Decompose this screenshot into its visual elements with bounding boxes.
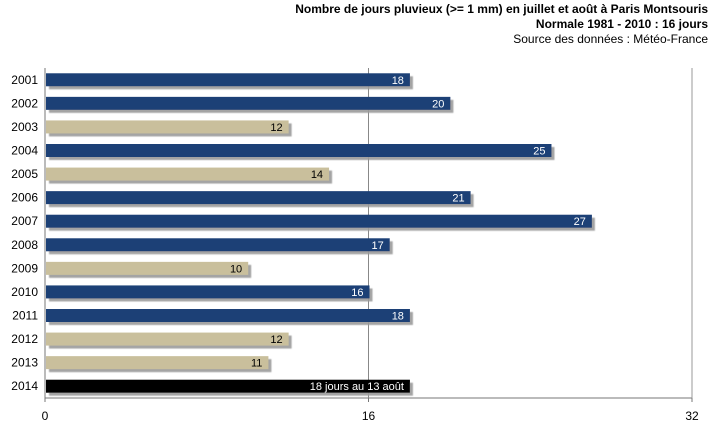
chart-subtitle: Normale 1981 - 2010 : 16 jours — [535, 17, 708, 31]
y-axis-labels: 2001 2002 2003 2004 2005 2006 2007 2008 2009 2010… — [11, 73, 38, 393]
bar-2013 — [46, 356, 269, 370]
x-tick-label-16: 16 — [362, 409, 376, 423]
bar-2009 — [46, 261, 249, 275]
bar-2006 — [46, 191, 471, 205]
bar-2008 — [46, 238, 390, 252]
bar-2010 — [46, 285, 370, 299]
y-tick-label-2002: 2002 — [11, 96, 38, 110]
y-tick-label-2014: 2014 — [11, 379, 38, 393]
bar-2003 — [46, 120, 289, 134]
bar-value-label-2014: 18 jours au 13 août — [310, 381, 404, 393]
y-tick-label-2006: 2006 — [11, 191, 38, 205]
x-tick-label-0: 0 — [42, 409, 49, 423]
bar-2014 — [46, 379, 410, 393]
y-tick-label-2001: 2001 — [11, 73, 38, 87]
bar-value-label-2012: 12 — [270, 334, 282, 346]
y-tick-label-2007: 2007 — [11, 214, 38, 228]
bars: 18 20 12 25 14 21 27 17 10 16 18 12 11 18 jours au 13… — [46, 73, 592, 393]
bar-2005 — [46, 167, 330, 181]
y-tick-label-2013: 2013 — [11, 356, 38, 370]
chart-title: Nombre de jours pluvieux (>= 1 mm) en ju… — [295, 2, 708, 16]
bar-value-label-2001: 18 — [392, 75, 404, 87]
bar-2004 — [46, 144, 552, 157]
x-axis-labels: 0 16 32 — [42, 398, 699, 423]
bar-value-label-2010: 16 — [351, 287, 363, 299]
bar-value-label-2009: 10 — [230, 263, 242, 275]
bar-value-label-2003: 12 — [270, 122, 282, 134]
x-tick-label-32: 32 — [685, 409, 699, 423]
chart-header: Nombre de jours pluvieux (>= 1 mm) en ju… — [295, 2, 708, 47]
bar-2002 — [46, 96, 451, 110]
y-tick-label-2003: 2003 — [11, 120, 38, 134]
bar-value-label-2002: 20 — [432, 98, 444, 110]
bar-value-label-2011: 18 — [392, 311, 404, 323]
bar-value-label-2004: 25 — [533, 146, 545, 158]
bar-2007 — [46, 214, 592, 228]
y-tick-label-2009: 2009 — [11, 261, 38, 275]
bar-value-label-2005: 14 — [311, 169, 323, 181]
y-tick-label-2005: 2005 — [11, 167, 38, 181]
bar-value-label-2007: 27 — [574, 216, 586, 228]
bar-2012 — [46, 332, 289, 346]
y-tick-label-2011: 2011 — [12, 309, 38, 323]
y-tick-label-2004: 2004 — [11, 144, 38, 158]
bar-2011 — [46, 309, 410, 322]
bar-value-label-2013: 11 — [251, 358, 262, 370]
bar-value-label-2006: 21 — [452, 193, 464, 205]
y-tick-label-2010: 2010 — [11, 285, 38, 299]
y-tick-label-2012: 2012 — [11, 332, 38, 346]
bar-value-label-2008: 17 — [371, 240, 383, 252]
y-tick-label-2008: 2008 — [11, 238, 38, 252]
chart-source: Source des données : Météo-France — [513, 32, 708, 46]
plot-frame — [44, 68, 693, 399]
bar-2001 — [46, 73, 410, 87]
